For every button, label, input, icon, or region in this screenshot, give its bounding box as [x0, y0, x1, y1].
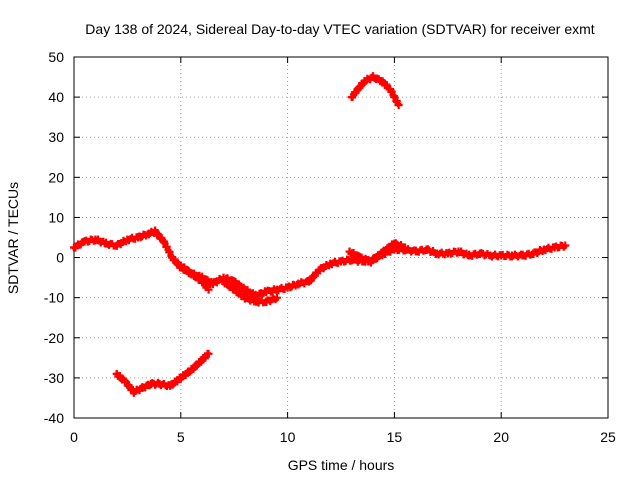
data-point-cluster [177, 262, 212, 292]
y-tick-label: 40 [48, 89, 64, 105]
y-axis-label: SDTVAR / TECUs [5, 182, 21, 294]
series-arc-top [347, 72, 403, 110]
x-tick-label: 5 [177, 429, 185, 445]
plot-frame [73, 56, 609, 419]
y-tick-label: -10 [44, 290, 64, 306]
x-tick-label: 0 [70, 429, 78, 445]
y-tick-label: 50 [48, 49, 64, 65]
series-upper-offset [345, 239, 410, 267]
x-tick-label: 25 [600, 429, 616, 445]
x-tick-label: 20 [493, 429, 509, 445]
data-point-cluster [346, 239, 408, 267]
data-point-cluster [348, 72, 402, 108]
y-tick-label: -30 [44, 370, 64, 386]
axis-ticks: 0 5 10 15 20 25 -40 -30 -20 -10 0 10 20 30 40 50 [44, 49, 616, 445]
grid [74, 57, 608, 418]
series-negative-track [112, 349, 213, 397]
data-point-cluster [70, 226, 568, 300]
y-tick-label: 30 [48, 129, 64, 145]
x-tick-label: 10 [280, 429, 296, 445]
y-tick-label: -20 [44, 330, 64, 346]
chart-title: Day 138 of 2024, Sidereal Day-to-day VTE… [85, 21, 594, 37]
y-tick-label: 0 [56, 250, 64, 266]
x-axis-label: GPS time / hours [288, 457, 395, 473]
y-tick-label: 10 [48, 209, 64, 225]
series-main-track [70, 226, 570, 300]
data-point-cluster [220, 278, 280, 307]
y-tick-label: 20 [48, 169, 64, 185]
data-point-cluster [113, 349, 211, 397]
x-tick-label: 15 [387, 429, 403, 445]
series-dip-branch [219, 277, 281, 307]
series-lower-branch [176, 261, 213, 294]
data-points [70, 72, 570, 397]
y-tick-label: -40 [44, 410, 64, 426]
